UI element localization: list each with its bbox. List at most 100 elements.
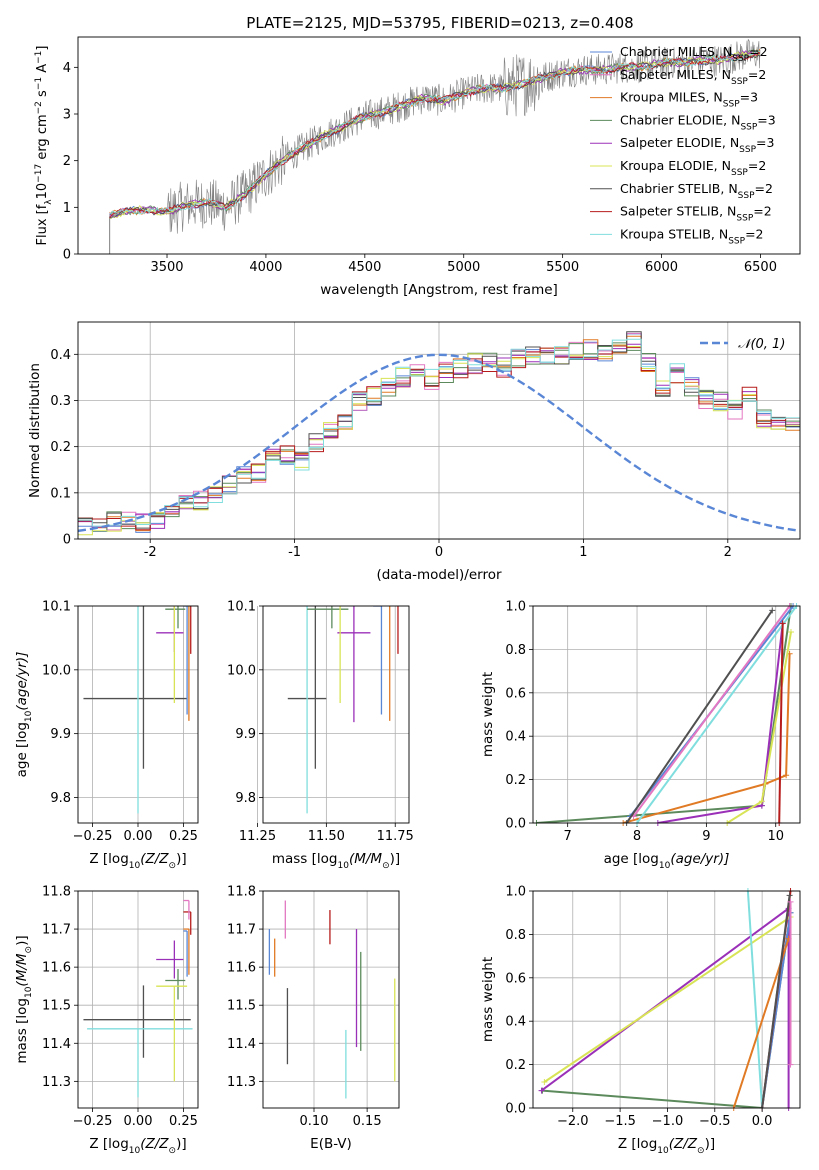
- legend-label-part: SSP: [738, 191, 755, 201]
- figure-title: PLATE=2125, MJD=53795, FIBERID=0213, z=0…: [246, 14, 633, 32]
- tick-label-x: 10: [767, 829, 784, 844]
- histogram-step: [78, 335, 800, 532]
- tick-label-x: 5500: [546, 260, 579, 275]
- tick-label-x: 0: [435, 545, 443, 560]
- legend-label-part: =3: [756, 135, 774, 150]
- x-axis-label-part: ⊙: [169, 1146, 177, 1156]
- x-axis-label-part: mass [log: [272, 851, 338, 867]
- y-axis-label-part: λ: [44, 199, 54, 205]
- tick-label-y: 9.8: [50, 791, 71, 806]
- mass-weight-marker: [769, 607, 776, 614]
- legend-label-part: Chabrier STELIB,: [620, 181, 728, 196]
- mass-weight-marker: [787, 629, 794, 636]
- y-axis-label-part: (age/yr)]: [14, 652, 30, 711]
- mass-weight-marker: [538, 1087, 545, 1094]
- histogram-step: [78, 332, 800, 531]
- mass-weight-line: [622, 653, 791, 823]
- tick-label-x: 11.25: [239, 829, 276, 844]
- legend-label: Kroupa MILES, NSSP=3: [620, 90, 758, 110]
- legend-label-part: N: [731, 112, 740, 127]
- legend-label-part: SSP: [732, 54, 749, 64]
- tick-label-x: 4500: [348, 260, 381, 275]
- legend-label: Salpeter MILES, NSSP=2: [620, 67, 766, 87]
- legend-label: Chabrier MILES, NSSP=2: [620, 44, 768, 64]
- legend-label-part: =2: [745, 226, 763, 241]
- tick-label-y: 11.8: [42, 885, 71, 900]
- tick-label-y: 11.4: [227, 1037, 256, 1052]
- y-axis-label-part: (M/M: [14, 953, 30, 986]
- legend-label-part: =2: [755, 181, 773, 196]
- tick-label-x: 0.10: [300, 1114, 329, 1129]
- legend-label-part: Salpeter ELODIE,: [620, 135, 730, 150]
- legend-label-part: SSP: [736, 214, 753, 224]
- tick-label-x: -2: [144, 545, 157, 560]
- x-axis-label-part: 10: [657, 1146, 669, 1156]
- tick-label-x: −0.25: [73, 829, 113, 844]
- axes-frame: [77, 36, 801, 255]
- axes-frame: [77, 605, 199, 824]
- legend-label-part: N: [719, 226, 728, 241]
- tick-label-y: 11.3: [227, 1075, 256, 1090]
- spectrum-chart: 3500 4000 4500 5000 5500 6000 6500 0 1 2 3 4 Chabrie…: [34, 36, 801, 298]
- tick-label-y: 0.6: [505, 971, 526, 986]
- y-axis-label-part: mass [log: [14, 998, 30, 1064]
- tick-label-x: 9: [702, 829, 710, 844]
- tick-label-y: 0.4: [505, 1015, 526, 1030]
- histogram-step: [78, 343, 800, 529]
- tick-label-y: 4: [63, 61, 71, 76]
- mass-weight-line: [543, 916, 792, 1083]
- tick-label-y: 0.8: [505, 643, 526, 658]
- tick-label-y: 9.9: [235, 727, 256, 742]
- x-axis-label-part: ⊙: [697, 1146, 705, 1156]
- x-axis-label-part: ⊙: [169, 861, 177, 871]
- x-axis-label-part: age [log: [604, 851, 659, 867]
- tick-label-y: 0.0: [505, 817, 526, 832]
- x-axis-label-part: 10: [129, 861, 141, 871]
- legend-label-part: Salpeter STELIB,: [620, 204, 727, 219]
- legend-label: 𝒩(0, 1): [738, 337, 785, 352]
- y-axis-label-part: −17: [34, 164, 44, 183]
- mass-weight-line: [636, 606, 798, 823]
- tick-label-x: −0.25: [73, 1114, 113, 1129]
- legend-label: Salpeter ELODIE, NSSP=3: [620, 135, 774, 155]
- legend-label-part: N: [713, 90, 722, 105]
- tick-label-y: 11.7: [227, 923, 256, 938]
- tick-label-x: 11.50: [308, 829, 345, 844]
- y-axis-label: Flux [fλ10−17 erg cm−2 s−1 A−1]: [34, 46, 54, 246]
- legend-label-part: Salpeter MILES,: [620, 67, 722, 82]
- x-axis-label-part: (Z/Z: [140, 1136, 169, 1152]
- y-axis-label: Normed distribution: [27, 363, 43, 498]
- tick-label-y: 0.2: [505, 773, 526, 788]
- tick-label-y: 9.9: [50, 727, 71, 742]
- x-axis-label: Z [log10(Z/Z⊙)]: [89, 851, 186, 871]
- axes-frame: [77, 890, 199, 1109]
- y-axis-label-part: )]: [14, 935, 30, 946]
- y-axis-label-part: 10: [24, 986, 34, 998]
- tick-label-x: 0.25: [169, 829, 198, 844]
- y-axis-label-part: ⊙: [24, 946, 34, 954]
- legend-label-part: =2: [749, 44, 767, 59]
- legend-label-part: SSP: [739, 145, 756, 155]
- x-axis-label-part: )]: [176, 851, 187, 867]
- y-axis-label-part: erg cm: [35, 114, 50, 163]
- x-axis-label-part: (Z/Z: [140, 851, 169, 867]
- histogram-step: [78, 338, 800, 527]
- y-axis-label: mass [log10(M/M⊙)]: [14, 935, 34, 1063]
- x-axis-label-part: )]: [176, 1136, 187, 1152]
- tick-label-x: 0.25: [169, 1114, 198, 1129]
- x-axis-label-part: Z [log: [89, 1136, 128, 1152]
- tick-label-y: 10.0: [42, 663, 71, 678]
- y-axis-label-part: −1: [34, 51, 44, 64]
- mass-weight-marker: [787, 1061, 794, 1068]
- tick-label-y: 1.0: [505, 885, 526, 900]
- legend-label: Kroupa ELODIE, NSSP=2: [620, 158, 766, 178]
- tick-label-y: 9.8: [235, 791, 256, 806]
- mass-weight-marker: [787, 898, 794, 905]
- y-axis-label: age [log10(age/yr)]: [14, 652, 34, 778]
- x-axis-label: (data-model)/error: [376, 567, 502, 583]
- x-axis-label: E(B-V): [310, 1136, 352, 1152]
- tick-label-y: 1: [63, 201, 71, 216]
- tick-label-x: 0.15: [353, 1114, 382, 1129]
- legend-label-part: N: [727, 204, 736, 219]
- tick-label-y: 0: [63, 533, 71, 548]
